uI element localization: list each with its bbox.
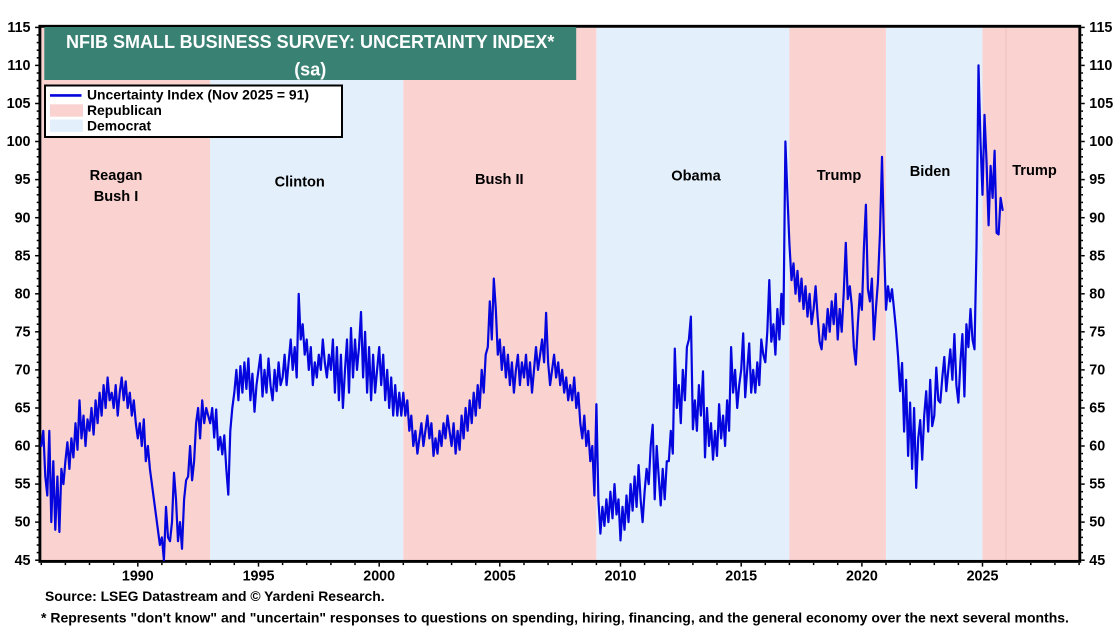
svg-text:2025: 2025 <box>967 569 999 585</box>
svg-text:2015: 2015 <box>725 569 757 585</box>
svg-text:75: 75 <box>1089 324 1105 340</box>
svg-text:100: 100 <box>7 134 31 150</box>
svg-text:Obama: Obama <box>671 169 721 185</box>
svg-text:100: 100 <box>1089 134 1113 150</box>
svg-text:Biden: Biden <box>910 164 951 180</box>
svg-text:90: 90 <box>15 210 31 226</box>
svg-text:105: 105 <box>1089 96 1113 112</box>
svg-text:95: 95 <box>15 172 31 188</box>
svg-text:Republican: Republican <box>87 102 162 118</box>
svg-text:Bush I: Bush I <box>94 189 139 205</box>
svg-text:Source: LSEG Datastream and ©: Source: LSEG Datastream and © Yardeni Re… <box>45 588 385 604</box>
svg-text:NFIB SMALL BUSINESS SURVEY: UN: NFIB SMALL BUSINESS SURVEY: UNCERTAINTY … <box>66 32 554 52</box>
svg-text:75: 75 <box>15 324 31 340</box>
svg-text:65: 65 <box>1089 401 1105 417</box>
svg-text:115: 115 <box>1089 20 1112 36</box>
svg-text:1995: 1995 <box>243 569 275 585</box>
svg-text:Clinton: Clinton <box>275 175 325 191</box>
svg-text:80: 80 <box>1089 286 1105 302</box>
svg-text:70: 70 <box>15 363 31 379</box>
svg-text:Bush II: Bush II <box>475 172 524 188</box>
svg-text:55: 55 <box>15 477 31 493</box>
svg-text:2005: 2005 <box>484 569 516 585</box>
svg-text:65: 65 <box>15 401 31 417</box>
svg-text:60: 60 <box>1089 439 1105 455</box>
svg-text:85: 85 <box>1089 248 1105 264</box>
svg-text:80: 80 <box>15 286 31 302</box>
svg-text:105: 105 <box>7 96 31 112</box>
svg-text:85: 85 <box>15 248 31 264</box>
svg-text:110: 110 <box>7 58 30 74</box>
svg-text:Reagan: Reagan <box>90 168 143 184</box>
svg-text:Uncertainty Index (Nov 2025 =: Uncertainty Index (Nov 2025 = 91) <box>87 87 309 103</box>
svg-text:90: 90 <box>1089 210 1105 226</box>
svg-text:1990: 1990 <box>122 569 154 585</box>
svg-text:110: 110 <box>1089 58 1112 74</box>
svg-text:(sa): (sa) <box>294 59 326 79</box>
svg-text:2020: 2020 <box>846 569 878 585</box>
svg-text:60: 60 <box>15 439 31 455</box>
svg-text:45: 45 <box>15 553 31 569</box>
svg-text:Trump: Trump <box>1012 163 1057 179</box>
svg-text:45: 45 <box>1089 553 1105 569</box>
svg-text:2000: 2000 <box>363 569 395 585</box>
svg-text:70: 70 <box>1089 363 1105 379</box>
svg-text:Democrat: Democrat <box>87 118 151 134</box>
svg-text:55: 55 <box>1089 477 1105 493</box>
svg-text:2010: 2010 <box>605 569 637 585</box>
svg-text:50: 50 <box>15 515 31 531</box>
svg-text:* Represents "don't know" and: * Represents "don't know" and "uncertain… <box>41 610 1069 626</box>
svg-text:50: 50 <box>1089 515 1105 531</box>
svg-text:95: 95 <box>1089 172 1105 188</box>
svg-text:115: 115 <box>7 20 30 36</box>
svg-text:Trump: Trump <box>817 168 862 184</box>
